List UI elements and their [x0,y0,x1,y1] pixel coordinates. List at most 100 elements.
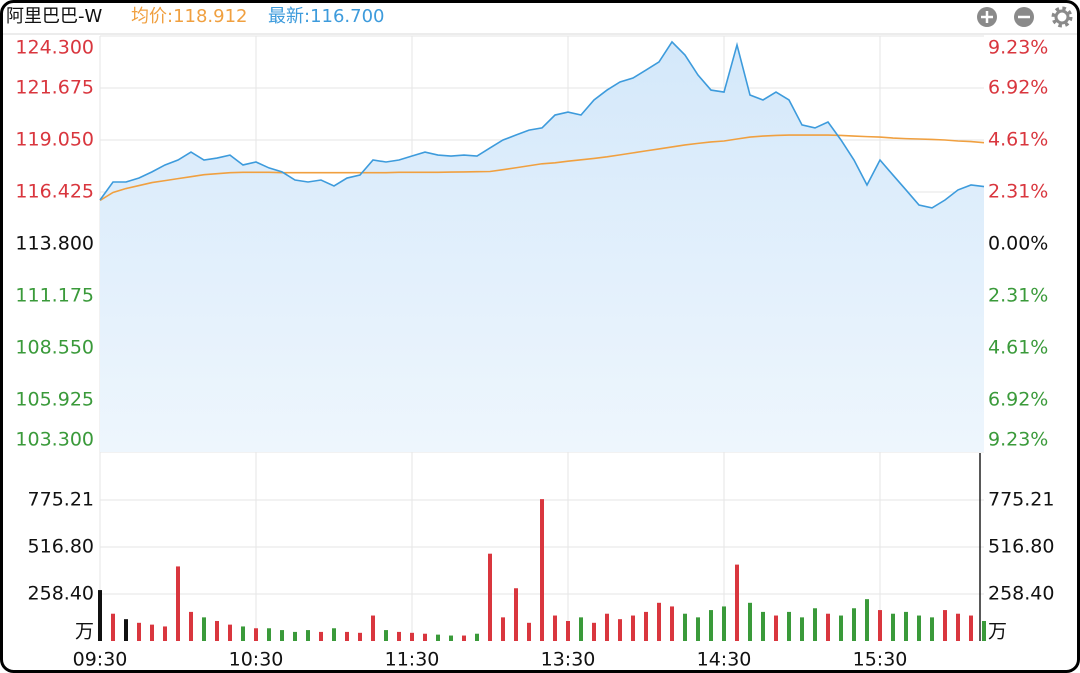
volume-bar [917,615,921,641]
volume-bar [371,615,375,641]
y2-tick-label: 6.92% [988,77,1048,99]
volume-tick-label-right: 258.40 [988,583,1054,605]
volume-bar [189,611,193,641]
volume-tick-label-right: 775.21 [988,488,1054,510]
volume-bar [839,615,843,641]
volume-bar [150,624,154,641]
volume-bar [410,632,414,641]
y2-tick-label: 0.00% [988,233,1048,255]
volume-bar [449,635,453,641]
volume-bar [358,632,362,641]
volume-bar [774,615,778,641]
volume-bar [254,628,258,641]
volume-tick-label: 516.80 [28,536,94,558]
volume-bar [657,602,661,641]
volume-bar [644,611,648,641]
volume-bar [852,608,856,641]
volume-bar [280,630,284,641]
volume-bar [527,622,531,641]
y-tick-label: 105.925 [15,389,94,411]
y-tick-label: 121.675 [15,77,94,99]
volume-bar [722,606,726,641]
x-tick-label: 10:30 [229,649,284,671]
volume-bar [956,613,960,641]
volume-bar [423,633,427,641]
volume-bar [579,617,583,641]
y2-tick-label: 4.61% [988,336,1048,358]
volume-bar [436,634,440,641]
zoom-in[interactable] [977,7,997,27]
volume-bar [124,619,128,641]
y-tick-label: 116.425 [15,181,94,203]
volume-bar [397,631,401,641]
volume-bar [293,631,297,641]
volume-bar [488,553,492,641]
volume-bar [605,613,609,641]
volume-tick-label-right: 516.80 [988,536,1054,558]
volume-bar [98,590,102,641]
x-tick-label: 13:30 [541,649,596,671]
volume-bar [228,624,232,641]
volume-bar [787,611,791,641]
volume-bar [761,611,765,641]
volume-bar [943,610,947,641]
volume-unit: 万 [75,621,94,643]
volume-bar [748,602,752,641]
volume-unit-right: 万 [988,621,1007,643]
volume-bar [111,613,115,641]
volume-bar [891,613,895,641]
x-tick-label: 11:30 [385,649,440,671]
y2-tick-label: 2.31% [988,285,1048,307]
y2-tick-label: 4.61% [988,129,1048,151]
volume-bar [384,630,388,641]
y-tick-label: 124.300 [15,37,94,59]
volume-bar [878,610,882,641]
volume-bar [319,631,323,641]
volume-bar [215,620,219,641]
volume-bar [267,628,271,641]
y-tick-label: 119.050 [15,129,94,151]
zoom-out[interactable] [1014,7,1034,27]
last-label: 最新:116.700 [268,6,385,27]
volume-bar [904,611,908,641]
volume-bar [735,564,739,641]
volume-bar [514,588,518,641]
y-tick-label: 103.300 [15,429,94,451]
y-tick-label: 108.550 [15,337,94,359]
volume-bar [930,617,934,641]
x-tick-label: 09:30 [73,649,128,671]
volume-bar [670,606,674,641]
series-line [99,40,985,209]
volume-bar [982,620,986,641]
volume-bar [592,622,596,641]
volume-bar [332,628,336,641]
volume-bar [176,566,180,641]
volume-bar [553,615,557,641]
volume-bar [540,499,544,641]
volume-bar [618,619,622,641]
volume-bar [241,626,245,641]
volume-bar [202,617,206,641]
volume-bar [566,620,570,641]
y2-tick-label: 2.31% [988,180,1048,202]
volume-bar [462,635,466,641]
x-tick-label: 14:30 [697,649,752,671]
volume-bar [631,615,635,641]
volume-tick-label: 258.40 [28,583,94,605]
y-tick-label: 111.175 [15,285,94,307]
y2-tick-label: 9.23% [988,429,1048,451]
volume-tick-label: 775.21 [28,488,94,510]
volume-bar [826,613,830,641]
volume-bar [137,622,141,641]
volume-bar [306,630,310,641]
settings[interactable] [1051,6,1073,28]
volume-bar [800,617,804,641]
avg-label: 均价:118.912 [131,6,248,27]
volume-bar [501,617,505,641]
volume-bar [683,613,687,641]
x-tick-label: 15:30 [853,649,908,671]
volume-bar [163,626,167,641]
volume-bar [865,599,869,641]
